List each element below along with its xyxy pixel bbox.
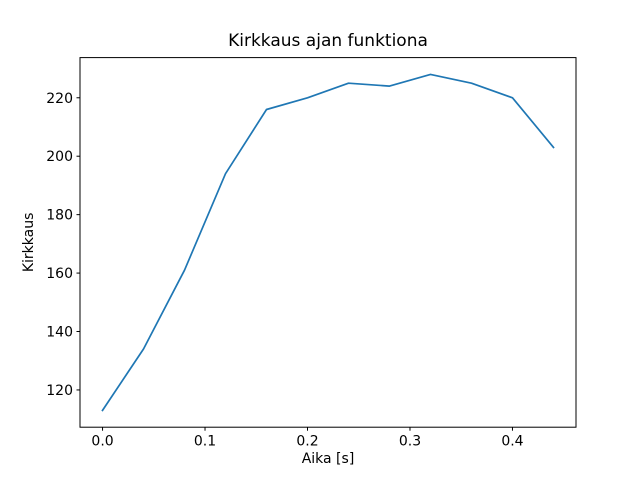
x-tick-label: 0.3 [399, 434, 421, 450]
plot-frame [79, 57, 577, 428]
y-tick-label: 120 [46, 383, 73, 399]
y-tick-label: 200 [46, 149, 73, 165]
x-tick-label: 0.2 [296, 434, 318, 450]
y-axis-label: Kirkkaus [21, 213, 37, 273]
y-tick-label: 220 [46, 91, 73, 107]
chart-title: Kirkkaus ajan funktiona [228, 31, 428, 51]
x-tick-label: 0.1 [194, 434, 216, 450]
y-tick-label: 160 [46, 266, 73, 282]
x-axis-label: Aika [s] [302, 451, 355, 467]
ticks-layer: 0.0 0.1 0.2 0.3 0.4 120 140 160 180 200 220 [46, 91, 523, 450]
y-tick-label: 140 [46, 325, 73, 341]
x-tick-label: 0.0 [91, 434, 113, 450]
y-tick-label: 180 [46, 208, 73, 224]
data-line [101, 73, 555, 412]
x-tick-label: 0.4 [501, 434, 523, 450]
